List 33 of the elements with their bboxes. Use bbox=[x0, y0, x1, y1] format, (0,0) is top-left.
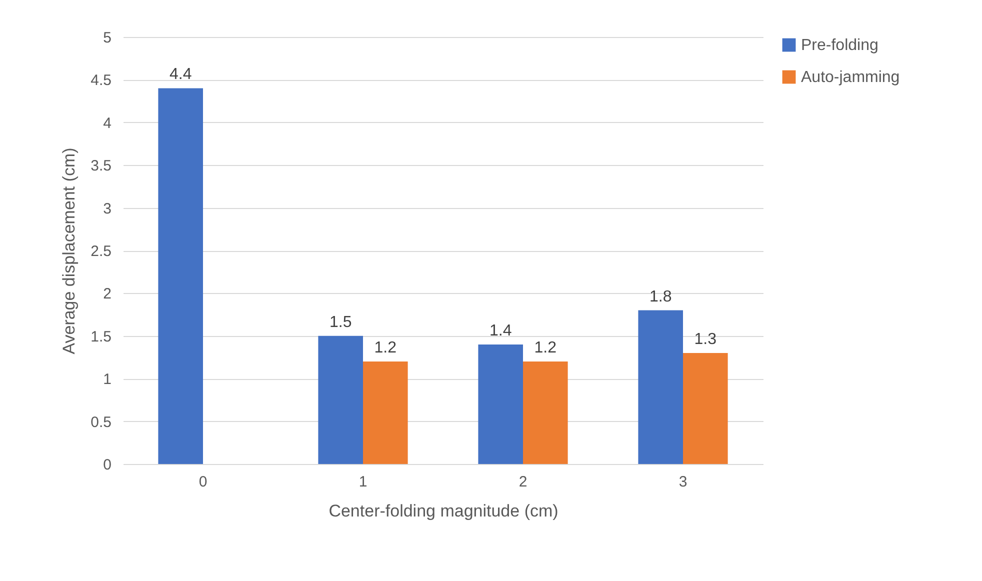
data-label: 1.2 bbox=[534, 340, 557, 357]
y-tick-label: 1 bbox=[103, 371, 112, 388]
bar bbox=[363, 362, 408, 464]
y-tick-label: 3.5 bbox=[90, 158, 112, 175]
y-tick-label: 2.5 bbox=[90, 243, 112, 260]
legend-label: Pre-folding bbox=[801, 37, 878, 54]
y-tick-label: 4.5 bbox=[90, 72, 112, 90]
data-label: 1.5 bbox=[329, 314, 352, 331]
legend-label: Auto-jamming bbox=[801, 69, 900, 86]
y-tick-label: 5 bbox=[103, 30, 112, 46]
y-tick-label: 1.5 bbox=[90, 328, 112, 346]
bar bbox=[158, 88, 203, 464]
bar bbox=[683, 352, 728, 464]
x-tick-label: 0 bbox=[198, 474, 208, 490]
bar bbox=[638, 310, 683, 464]
y-tick-label: 3 bbox=[103, 200, 112, 218]
data-label: 4.4 bbox=[169, 66, 192, 84]
bar bbox=[478, 344, 523, 464]
x-tick-label: 3 bbox=[678, 474, 688, 490]
y-tick-label: 2 bbox=[103, 286, 112, 303]
x-tick-label: 1 bbox=[358, 474, 368, 490]
data-label: 1.3 bbox=[694, 330, 717, 348]
bar bbox=[523, 362, 568, 464]
y-tick-label: 0.5 bbox=[90, 414, 112, 431]
data-label: 1.8 bbox=[649, 288, 672, 306]
y-tick-label: 0 bbox=[103, 456, 112, 474]
data-label: 1.4 bbox=[489, 322, 512, 340]
x-axis-title: Center-folding magnitude (cm) bbox=[328, 502, 558, 520]
bar bbox=[318, 336, 363, 464]
x-tick-label: 2 bbox=[518, 474, 528, 490]
data-label: 1.2 bbox=[374, 340, 397, 357]
y-tick-label: 4 bbox=[103, 114, 112, 132]
y-axis-title: Average displacement (cm) bbox=[60, 148, 79, 354]
